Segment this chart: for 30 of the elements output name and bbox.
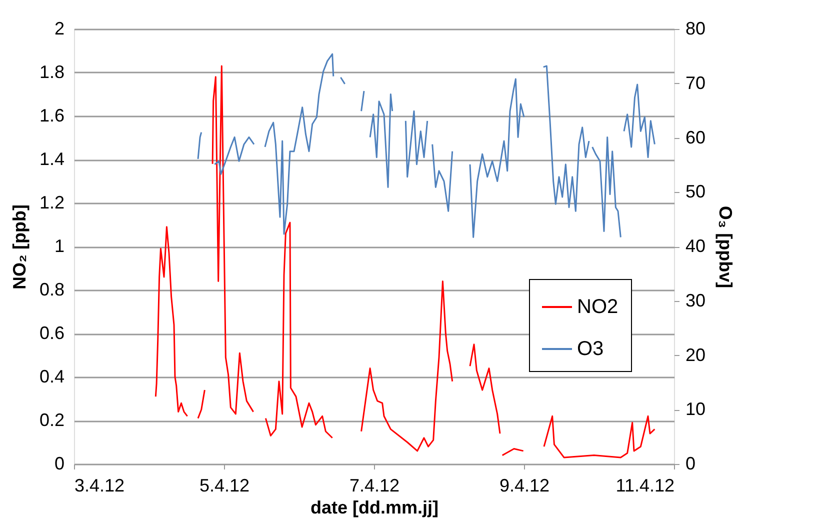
y2-tick-label: 70: [686, 72, 706, 93]
x-tick-label: 7.4.12: [349, 476, 400, 496]
y-tick-label: 0: [54, 454, 64, 474]
y-tick-label: 1.6: [39, 106, 64, 126]
y-axis-title: NO₂ [ppb]: [9, 204, 30, 290]
y2-axis-title: O₃ [ppbv]: [716, 206, 736, 288]
legend-label: O3: [577, 338, 604, 360]
x-tick-label: 5.4.12: [199, 476, 250, 496]
y-tick-label: 0.2: [39, 410, 64, 430]
y-tick-label: 2: [54, 18, 64, 38]
x-tick-label: 11.4.12: [616, 476, 674, 496]
y2-tick-label: 40: [686, 236, 706, 256]
x-tick-label: 3.4.12: [74, 476, 125, 496]
y2-tick-label: 80: [686, 18, 706, 38]
x-axis-title: date [dd.mm.jj]: [310, 498, 439, 518]
y-tick-label: 0.4: [39, 366, 64, 386]
y2-tick-label: 60: [686, 127, 706, 148]
y2-tick-label: 30: [686, 290, 706, 310]
y-tick-label: 1.4: [39, 149, 64, 169]
y-tick-label: 1: [54, 236, 64, 256]
y2-tick-label: 10: [686, 399, 706, 420]
legend-label: NO2: [577, 296, 618, 318]
x-tick-label: 9.4.12: [499, 476, 550, 496]
y2-tick-label: 20: [686, 344, 706, 365]
y-tick-label: 1.8: [39, 62, 64, 82]
y-tick-label: 0.8: [39, 280, 64, 300]
y2-tick-label: 50: [686, 182, 706, 202]
y2-tick-label: 0: [686, 454, 696, 474]
y-tick-label: 1.2: [39, 192, 64, 212]
y-tick-label: 0.6: [39, 323, 64, 343]
